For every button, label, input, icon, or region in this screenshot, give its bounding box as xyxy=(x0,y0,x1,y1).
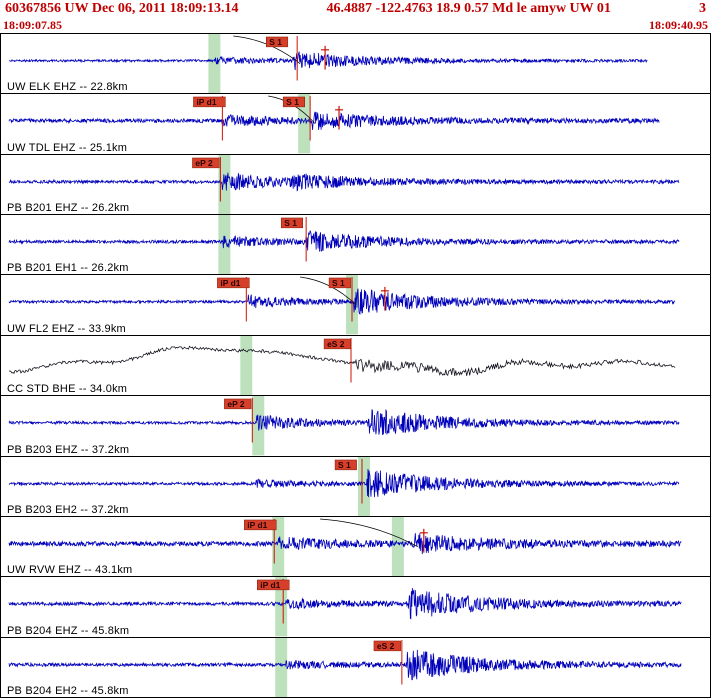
station-label: UW TDL EHZ -- 25.1km xyxy=(7,141,128,154)
pick-window-band xyxy=(275,577,288,637)
waveform-canvas[interactable]: eP 2 xyxy=(1,154,710,215)
event-location-magnitude: 46.4887 -122.4763 18.9 0.57 Md le amyw U… xyxy=(326,1,611,16)
trace-panel-1[interactable]: S 1 UW ELK EHZ -- 22.8km xyxy=(0,34,711,95)
seismogram-trace xyxy=(8,288,676,316)
seismogram-trace xyxy=(8,468,680,497)
coda-decay-curve xyxy=(320,518,418,547)
pick-window-band xyxy=(240,335,253,396)
seismogram-trace xyxy=(8,111,660,131)
phase-label-box[interactable] xyxy=(334,459,357,470)
phase-label-box[interactable] xyxy=(266,36,289,48)
uncertainty-flag[interactable] xyxy=(380,287,389,312)
trace-panel-10[interactable]: iP d1 PB B204 EHZ -- 45.8km xyxy=(0,577,711,638)
waveform-canvas[interactable]: iP d1 xyxy=(1,516,710,577)
phase-label: S 1 xyxy=(338,459,351,469)
window-start-time: 18:09:07.85 xyxy=(3,18,62,32)
phase-label-box[interactable] xyxy=(193,97,226,108)
phase-label-box[interactable] xyxy=(257,579,290,591)
time-axis-row: 18:09:07.85 18:09:40.95 xyxy=(0,18,711,33)
seismogram-trace xyxy=(8,230,680,252)
phase-label: S 1 xyxy=(332,278,345,288)
station-label: PB B204 EH2 -- 45.8km xyxy=(7,684,129,697)
uncertainty-flag[interactable] xyxy=(321,45,330,70)
waveform-canvas[interactable]: S 1 xyxy=(1,456,710,516)
trace-panel-11[interactable]: eS 2 PB B204 EH2 -- 45.8km xyxy=(0,637,711,698)
seismogram-trace xyxy=(8,172,680,192)
phase-label-box[interactable] xyxy=(373,640,401,651)
waveform-canvas[interactable]: iP d1 S 1 xyxy=(1,94,710,154)
pick-window-band xyxy=(275,637,288,697)
event-page-number: 3 xyxy=(698,1,706,16)
pick-window-band xyxy=(357,456,370,516)
pick-window-band xyxy=(272,516,285,577)
waveform-canvas[interactable]: eP 2 xyxy=(1,396,710,456)
event-id-origin: 60367856 UW Dec 06, 2011 18:09:13.14 xyxy=(5,1,239,16)
station-label: CC STD BHE -- 34.0km xyxy=(7,383,128,396)
trace-panel-6[interactable]: eS 2 CC STD BHE -- 34.0km xyxy=(0,335,711,397)
trace-panel-9[interactable]: iP d1 UW RVW EHZ -- 43.1km xyxy=(0,516,711,578)
pick-window-band xyxy=(218,215,231,275)
station-label: PB B201 EH1 -- 26.2km xyxy=(7,262,129,275)
phase-label: eS 2 xyxy=(377,641,395,651)
phase-label-box[interactable] xyxy=(217,278,250,289)
uncertainty-flag[interactable] xyxy=(335,106,344,130)
station-label: UW ELK EHZ -- 22.8km xyxy=(7,81,128,94)
window-end-time: 18:09:40.95 xyxy=(649,18,708,32)
station-label: PB B203 EH2 -- 37.2km xyxy=(7,503,129,516)
seismogram-trace xyxy=(8,532,682,554)
trace-panel-2[interactable]: iP d1 S 1 UW TDL EHZ -- 25.1km xyxy=(0,94,711,155)
phase-label-box[interactable] xyxy=(282,97,305,108)
seismogram-trace xyxy=(8,345,676,376)
waveform-canvas[interactable]: iP d1 S 1 xyxy=(1,275,710,335)
station-label: PB B203 EHZ -- 37.2km xyxy=(7,443,130,456)
seismogram-trace xyxy=(8,649,682,680)
phase-label: iP d1 xyxy=(196,97,216,107)
event-header: 60367856 UW Dec 06, 2011 18:09:13.14 46.… xyxy=(0,0,711,18)
phase-label: iP d1 xyxy=(220,278,240,288)
trace-list: S 1 UW ELK EHZ -- 22.8km iP d1 S 1 UW TDL EH… xyxy=(0,33,711,698)
trace-panel-4[interactable]: S 1 PB B201 EH1 -- 26.2km xyxy=(0,215,711,276)
station-label: UW FL2 EHZ -- 33.9km xyxy=(7,322,126,335)
station-label: PB B201 EHZ -- 26.2km xyxy=(7,202,130,215)
seismogram-trace xyxy=(8,588,682,620)
phase-label: S 1 xyxy=(269,37,282,47)
phase-label: eP 2 xyxy=(227,399,245,409)
trace-panel-7[interactable]: eP 2 PB B203 EHZ -- 37.2km xyxy=(0,396,711,457)
uncertainty-flag[interactable] xyxy=(419,528,428,553)
trace-panel-3[interactable]: eP 2 PB B201 EHZ -- 26.2km xyxy=(0,154,711,216)
station-label: PB B204 EHZ -- 45.8km xyxy=(7,624,130,637)
seismogram-trace xyxy=(8,51,648,71)
phase-label: eP 2 xyxy=(195,158,213,168)
phase-label: iP d1 xyxy=(247,520,267,530)
phase-label: eS 2 xyxy=(327,339,345,349)
pick-window-band xyxy=(218,154,231,215)
pick-window-band xyxy=(208,34,221,94)
pick-window-band xyxy=(391,516,404,577)
phase-label: iP d1 xyxy=(260,580,280,590)
phase-label-box[interactable] xyxy=(192,157,220,168)
seismogram-trace xyxy=(8,409,680,436)
phase-label-box[interactable] xyxy=(323,338,352,349)
waveform-canvas[interactable]: iP d1 xyxy=(1,577,710,637)
waveform-canvas[interactable]: eS 2 xyxy=(1,637,710,697)
phase-label-box[interactable] xyxy=(224,398,252,410)
phase-label-box[interactable] xyxy=(328,278,351,289)
phase-label: S 1 xyxy=(286,97,299,107)
waveform-canvas[interactable]: eS 2 xyxy=(1,335,710,396)
phase-label-box[interactable] xyxy=(244,519,277,530)
trace-panel-5[interactable]: iP d1 S 1 UW FL2 EHZ -- 33.9km xyxy=(0,275,711,336)
station-label: UW RVW EHZ -- 43.1km xyxy=(7,564,133,577)
waveform-canvas[interactable]: S 1 xyxy=(1,215,710,275)
trace-panel-8[interactable]: S 1 PB B203 EH2 -- 37.2km xyxy=(0,456,711,517)
waveform-canvas[interactable]: S 1 xyxy=(1,34,710,94)
pick-window-band xyxy=(298,94,311,154)
phase-label-box[interactable] xyxy=(280,217,303,229)
phase-label: S 1 xyxy=(284,218,297,228)
